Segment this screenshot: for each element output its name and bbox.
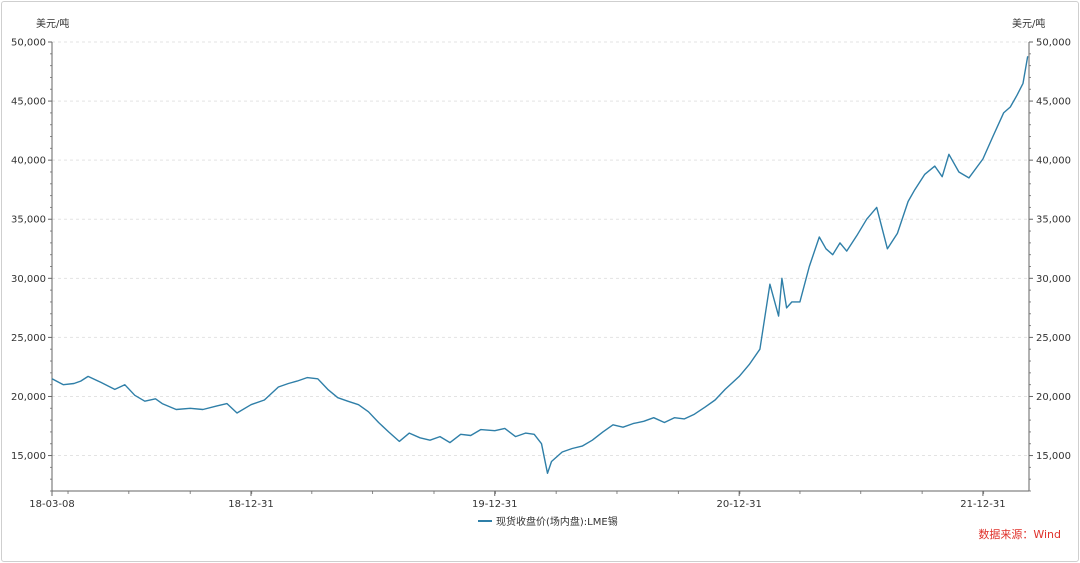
series-layer <box>51 56 1029 474</box>
series-line-lme-tin <box>51 56 1029 474</box>
y-tick-label-right: 25,000 <box>1036 333 1071 344</box>
axes-layer <box>51 42 1030 492</box>
y-tick-label-right: 50,000 <box>1036 38 1071 49</box>
legend-label: 现货收盘价(场内盘):LME锡 <box>496 515 618 528</box>
x-tick-labels: 18-03-08 18-12-31 19-12-31 20-12-31 21-12-31 <box>29 499 1005 510</box>
legend: 现货收盘价(场内盘):LME锡 <box>478 515 618 528</box>
y-tick-label-left: 40,000 <box>11 156 46 167</box>
y-tick-label-left: 25,000 <box>11 333 46 344</box>
y-tick-label-left: 30,000 <box>11 274 46 285</box>
x-tick-label: 20-12-31 <box>716 499 761 510</box>
source-note: 数据来源：Wind <box>978 527 1061 541</box>
x-tick-label: 18-12-31 <box>228 499 273 510</box>
y-tick-label-right: 20,000 <box>1036 392 1071 403</box>
y-tick-label-right: 40,000 <box>1036 156 1071 167</box>
y-tick-label-left: 45,000 <box>11 97 46 108</box>
y-tick-label-left: 15,000 <box>11 451 46 462</box>
right-y-tick-labels: 15,000 20,000 25,000 30,000 35,000 40,000 45,0… <box>1036 38 1071 463</box>
x-tick-label: 19-12-31 <box>472 499 517 510</box>
left-unit-label: 美元/吨 <box>36 17 69 30</box>
x-tick-label: 21-12-31 <box>960 499 1005 510</box>
y-tick-label-left: 35,000 <box>11 215 46 226</box>
x-tick-label: 18-03-08 <box>29 499 74 510</box>
y-tick-label-right: 35,000 <box>1036 215 1071 226</box>
grid-layer <box>48 41 1033 496</box>
y-tick-label-left: 50,000 <box>11 38 46 49</box>
y-tick-label-left: 20,000 <box>11 392 46 403</box>
y-tick-label-right: 30,000 <box>1036 274 1071 285</box>
right-unit-label: 美元/吨 <box>1012 17 1045 30</box>
left-y-tick-labels: 15,000 20,000 25,000 30,000 35,000 40,000 45,0… <box>11 38 46 463</box>
y-tick-label-right: 45,000 <box>1036 97 1071 108</box>
y-tick-label-right: 15,000 <box>1036 451 1071 462</box>
